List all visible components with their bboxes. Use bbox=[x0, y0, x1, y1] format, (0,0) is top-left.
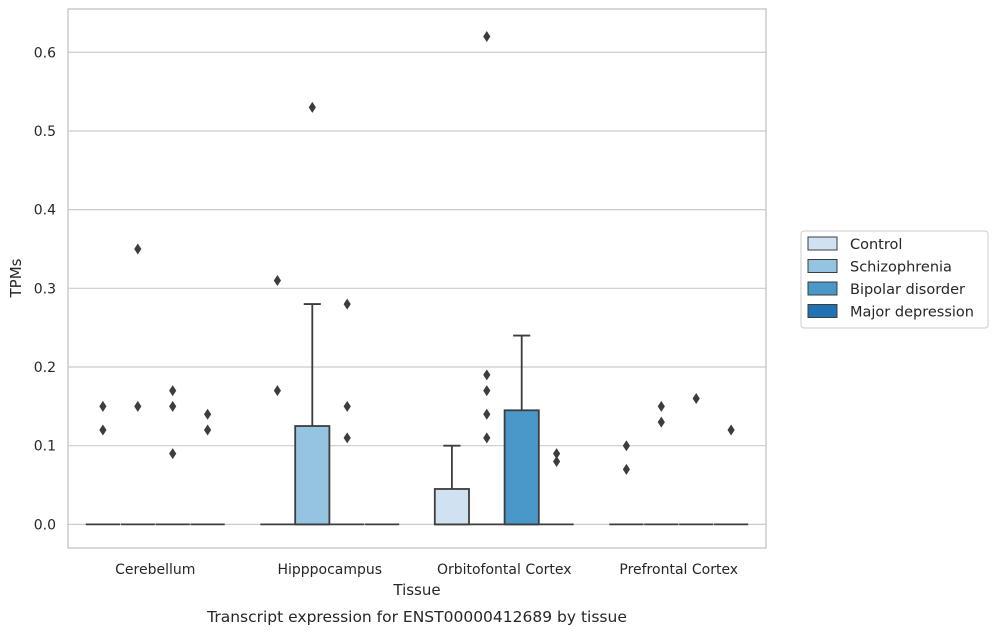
outlier-point bbox=[622, 463, 630, 475]
outlier-point bbox=[169, 448, 177, 460]
y-tick-label: 0.0 bbox=[34, 517, 56, 533]
outlier-point bbox=[99, 424, 107, 436]
outlier-point bbox=[657, 400, 665, 412]
legend-swatch bbox=[807, 259, 838, 273]
outlier-point bbox=[343, 432, 351, 444]
chart-caption: Transcript expression for ENST0000041268… bbox=[206, 608, 627, 626]
box-series bbox=[85, 303, 749, 526]
outlier-points bbox=[99, 31, 735, 475]
x-tick-label: Prefrontal Cortex bbox=[619, 562, 738, 578]
outlier-point bbox=[99, 400, 107, 412]
y-tick-label: 0.6 bbox=[34, 45, 56, 61]
grid-lines bbox=[68, 51, 766, 525]
outlier-point bbox=[622, 440, 630, 452]
outlier-point bbox=[483, 31, 491, 43]
legend-label: Major depression bbox=[850, 305, 974, 321]
plot-area bbox=[67, 8, 767, 549]
outlier-point bbox=[483, 408, 491, 420]
outlier-point bbox=[204, 424, 212, 436]
outlier-point bbox=[204, 408, 212, 420]
y-axis-ticks: 0.0 0.1 0.2 0.3 0.4 0.5 0.6 bbox=[34, 45, 56, 533]
outlier-point bbox=[727, 424, 735, 436]
x-axis-label: Tissue bbox=[392, 581, 440, 599]
y-tick-label: 0.5 bbox=[34, 124, 56, 140]
box bbox=[294, 425, 331, 526]
box bbox=[433, 488, 470, 526]
legend: Control Schizophrenia Bipolar disorder Majo… bbox=[800, 230, 989, 329]
box bbox=[503, 409, 540, 526]
legend-swatch bbox=[807, 281, 838, 296]
outlier-point bbox=[483, 385, 491, 397]
outlier-point bbox=[343, 400, 351, 412]
outlier-point bbox=[483, 369, 491, 381]
legend-swatch bbox=[807, 304, 838, 318]
outlier-point bbox=[553, 448, 561, 460]
y-tick-label: 0.2 bbox=[34, 360, 56, 376]
outlier-point bbox=[308, 101, 316, 113]
outlier-point bbox=[134, 243, 142, 255]
outlier-point bbox=[483, 432, 491, 444]
legend-frame bbox=[800, 230, 989, 329]
outlier-point bbox=[273, 385, 281, 397]
outlier-point bbox=[657, 416, 665, 428]
x-axis-ticks: Cerebellum Hipppocampus Orbitofontal Corte… bbox=[115, 562, 738, 578]
legend-label: Control bbox=[850, 237, 902, 253]
outlier-point bbox=[169, 400, 177, 412]
legend-label: Schizophrenia bbox=[850, 260, 952, 276]
x-tick-label: Hipppocampus bbox=[277, 562, 382, 578]
outlier-point bbox=[169, 385, 177, 397]
y-tick-label: 0.1 bbox=[34, 439, 56, 455]
x-tick-label: Orbitofontal Cortex bbox=[437, 562, 572, 578]
legend-swatch bbox=[807, 236, 838, 251]
outlier-point bbox=[343, 298, 351, 310]
outlier-point bbox=[553, 455, 561, 467]
y-axis-label: TPMs bbox=[7, 258, 25, 298]
x-tick-label: Cerebellum bbox=[115, 562, 195, 578]
y-tick-label: 0.3 bbox=[34, 281, 56, 297]
y-tick-label: 0.4 bbox=[34, 203, 56, 219]
legend-label: Bipolar disorder bbox=[850, 282, 965, 298]
outlier-point bbox=[134, 400, 142, 412]
outlier-point bbox=[273, 274, 281, 286]
outlier-point bbox=[692, 392, 700, 404]
